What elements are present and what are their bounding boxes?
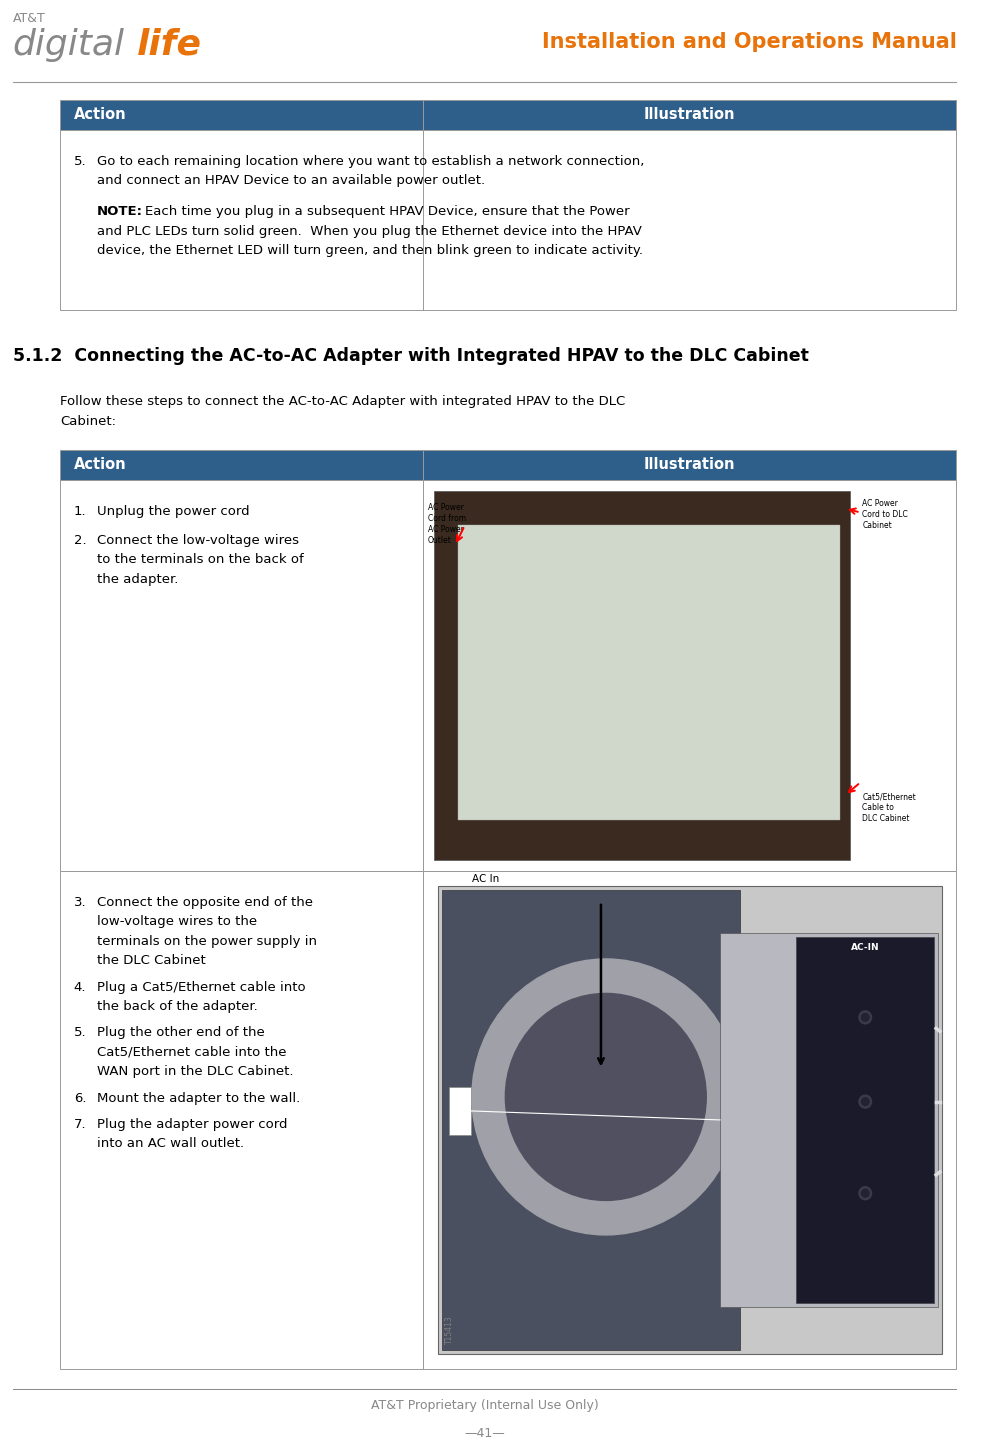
Bar [438, 886, 942, 1354]
Text: Action: Action [74, 107, 126, 123]
Text: Cabinet:: Cabinet: [60, 414, 116, 429]
Text: Plug the adapter power cord: Plug the adapter power cord [97, 1118, 287, 1131]
Text: Mount the adapter to the wall.: Mount the adapter to the wall. [97, 1091, 300, 1104]
Text: digital: digital [13, 27, 125, 62]
Text: T15413: T15413 [445, 1315, 454, 1343]
Text: Illustration: Illustration [644, 457, 736, 472]
Text: the adapter.: the adapter. [97, 573, 178, 586]
Text: Illustration: Illustration [644, 107, 736, 123]
Bar [720, 932, 938, 1307]
Text: AC In: AC In [472, 874, 499, 885]
Bar [60, 130, 956, 309]
Circle shape [859, 1095, 872, 1108]
Text: AC Power
Cord from
AC Power
Outlet: AC Power Cord from AC Power Outlet [428, 502, 466, 545]
Text: AC-IN: AC-IN [851, 942, 880, 952]
Text: low-voltage wires to the: low-voltage wires to the [97, 915, 257, 928]
Text: Go to each remaining location where you want to establish a network connection,: Go to each remaining location where you … [97, 154, 644, 167]
Text: 2.: 2. [74, 534, 86, 547]
Circle shape [861, 1013, 869, 1022]
Circle shape [859, 1186, 872, 1199]
Text: terminals on the power supply in: terminals on the power supply in [97, 935, 317, 948]
Text: Installation and Operations Manual: Installation and Operations Manual [542, 32, 956, 52]
Text: 4.: 4. [74, 981, 86, 994]
Bar [60, 100, 423, 130]
Bar [60, 479, 423, 872]
Text: 6.: 6. [74, 1091, 86, 1104]
Text: the DLC Cabinet: the DLC Cabinet [97, 954, 206, 967]
Bar [423, 100, 956, 130]
Bar [423, 450, 956, 479]
Bar [449, 1087, 471, 1134]
Text: 3.: 3. [74, 896, 86, 909]
Text: Action: Action [74, 457, 126, 472]
Bar [423, 872, 956, 1369]
Text: 5.: 5. [74, 1026, 86, 1039]
Text: AC Power
Cord to DLC
Cabinet: AC Power Cord to DLC Cabinet [862, 498, 908, 530]
Bar [434, 491, 850, 860]
Text: to the terminals on the back of: to the terminals on the back of [97, 554, 304, 567]
Bar [423, 479, 956, 872]
Text: into an AC wall outlet.: into an AC wall outlet. [97, 1137, 244, 1150]
Bar [458, 525, 840, 820]
Text: Follow these steps to connect the AC-to-AC Adapter with integrated HPAV to the D: Follow these steps to connect the AC-to-… [60, 395, 625, 408]
Text: Unplug the power cord: Unplug the power cord [97, 505, 250, 518]
Text: AT&T: AT&T [13, 12, 45, 25]
Text: Plug the other end of the: Plug the other end of the [97, 1026, 265, 1039]
Text: WAN port in the DLC Cabinet.: WAN port in the DLC Cabinet. [97, 1065, 293, 1078]
Text: device, the Ethernet LED will turn green, and then blink green to indicate activ: device, the Ethernet LED will turn green… [97, 244, 643, 257]
Text: Connect the low-voltage wires: Connect the low-voltage wires [97, 534, 299, 547]
Text: the back of the adapter.: the back of the adapter. [97, 1000, 258, 1013]
Circle shape [861, 1098, 869, 1105]
Circle shape [859, 1012, 872, 1025]
Text: Cat5/Ethernet cable into the: Cat5/Ethernet cable into the [97, 1046, 286, 1059]
Text: 5.: 5. [74, 154, 86, 167]
Text: Each time you plug in a subsequent HPAV Device, ensure that the Power: Each time you plug in a subsequent HPAV … [145, 205, 630, 218]
Bar [60, 872, 423, 1369]
Bar [442, 890, 740, 1349]
Text: NOTE:: NOTE: [97, 205, 143, 218]
Text: AT&T Proprietary (Internal Use Only): AT&T Proprietary (Internal Use Only) [371, 1398, 598, 1411]
Text: 1.: 1. [74, 505, 86, 518]
Text: and connect an HPAV Device to an available power outlet.: and connect an HPAV Device to an availab… [97, 175, 485, 188]
Text: and PLC LEDs turn solid green.  When you plug the Ethernet device into the HPAV: and PLC LEDs turn solid green. When you … [97, 225, 642, 238]
Text: Plug a Cat5/Ethernet cable into: Plug a Cat5/Ethernet cable into [97, 981, 306, 994]
Circle shape [861, 1189, 869, 1198]
Text: 5.1.2  Connecting the AC-to-AC Adapter with Integrated HPAV to the DLC Cabinet: 5.1.2 Connecting the AC-to-AC Adapter wi… [13, 348, 808, 365]
Text: Cat5/Ethernet
Cable to
DLC Cabinet: Cat5/Ethernet Cable to DLC Cabinet [862, 792, 916, 824]
Bar [796, 937, 934, 1303]
Text: —41—: —41— [464, 1427, 505, 1440]
Text: 7.: 7. [74, 1118, 86, 1131]
Circle shape [472, 960, 740, 1235]
Text: Connect the opposite end of the: Connect the opposite end of the [97, 896, 313, 909]
Circle shape [505, 993, 706, 1201]
Text: life: life [137, 27, 202, 62]
Bar [60, 450, 423, 479]
